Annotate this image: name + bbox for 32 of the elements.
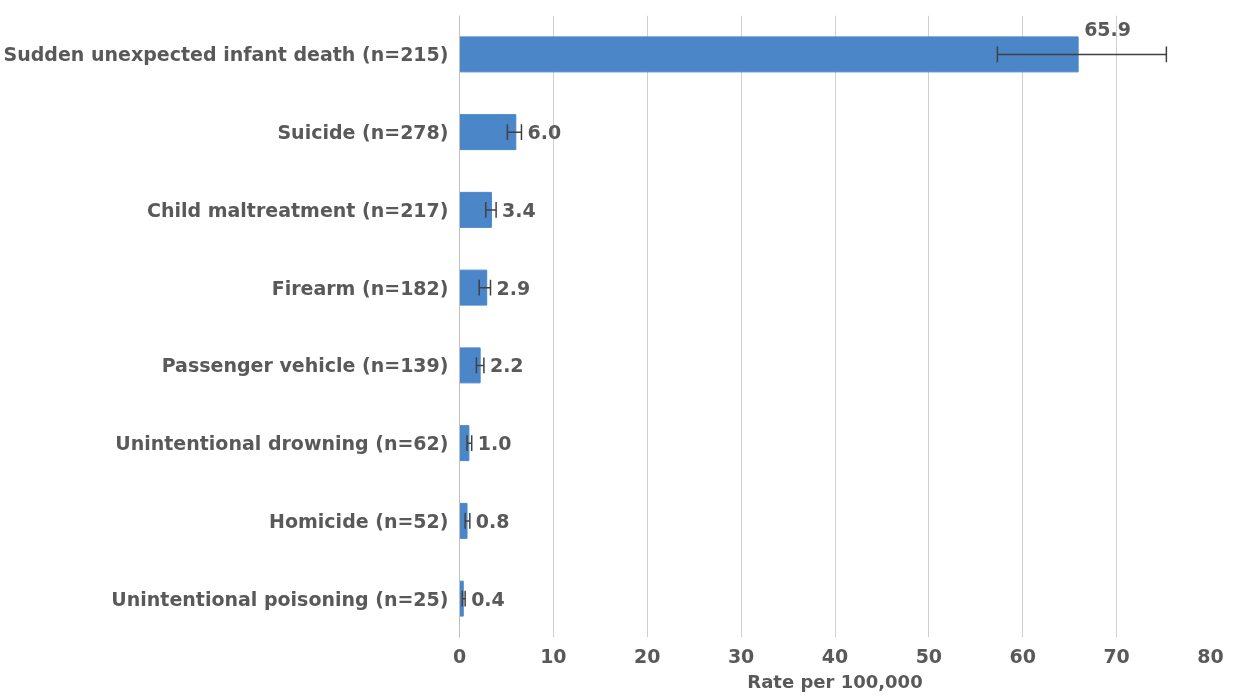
data-label: 2.9 (496, 276, 531, 299)
bar (459, 425, 470, 462)
y-tick-label: Passenger vehicle (n=139) (161, 354, 449, 377)
bar (459, 269, 488, 306)
y-tick-label: Unintentional poisoning (n=25) (111, 587, 449, 610)
x-tick-label: 40 (821, 644, 849, 667)
y-tick-label: Child maltreatment (n=217) (147, 198, 449, 221)
y-tick-label: Unintentional drowning (n=62) (115, 432, 449, 455)
x-tick-label: 0 (452, 644, 467, 667)
bar (459, 114, 517, 151)
data-label: 65.9 (1084, 18, 1132, 41)
x-tick-label: 30 (727, 644, 755, 667)
x-tick-label: 50 (915, 644, 943, 667)
data-label: 2.2 (489, 354, 524, 377)
y-tick-label: Sudden unexpected infant death (n=215) (3, 43, 449, 66)
x-axis-title: Rate per 100,000 (747, 670, 923, 692)
bar (459, 347, 481, 384)
y-tick-label: Homicide (n=52) (269, 509, 449, 532)
data-label: 0.4 (471, 587, 505, 610)
x-tick-label: 10 (540, 644, 567, 667)
bar (459, 36, 1079, 73)
y-tick-label: Firearm (n=182) (271, 276, 449, 299)
data-label: 6.0 (527, 121, 562, 144)
x-tick-label: 20 (634, 644, 661, 667)
bar (459, 191, 492, 228)
y-tick-label: Suicide (n=278) (277, 121, 449, 144)
data-label: 0.8 (475, 509, 510, 532)
x-tick-label: 70 (1103, 644, 1130, 667)
data-label: 1.0 (477, 432, 512, 455)
x-tick-label: 60 (1009, 644, 1036, 667)
data-label: 3.4 (502, 198, 536, 221)
x-tick-label: 80 (1197, 644, 1224, 667)
